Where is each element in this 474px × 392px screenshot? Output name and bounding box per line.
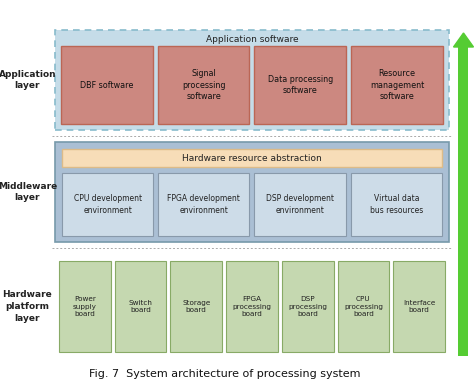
Text: FPGA development
environment: FPGA development environment [167,194,240,214]
Text: Application software: Application software [206,34,298,44]
Bar [226,261,278,352]
Text: Storage
board: Storage board [182,300,210,313]
Text: FPGA
processing
board: FPGA processing board [233,296,272,317]
Text: Interface
board: Interface board [403,300,435,313]
Bar [171,261,222,352]
Bar [458,45,468,356]
Text: DSP
processing
board: DSP processing board [288,296,327,317]
Text: Switch
board: Switch board [128,300,153,313]
Bar [62,149,442,167]
Text: Signal
processing
software: Signal processing software [182,69,225,101]
Bar [59,261,111,352]
Text: CPU development
environment: CPU development environment [73,194,142,214]
Bar [62,173,153,236]
Text: CPU
processing
board: CPU processing board [344,296,383,317]
Text: Fig. 7  System architecture of processing system: Fig. 7 System architecture of processing… [89,369,360,379]
Text: DSP development
environment: DSP development environment [266,194,334,214]
Bar [282,261,334,352]
Bar [158,46,249,124]
Bar [55,30,449,130]
Bar [255,46,346,124]
Bar [55,142,449,242]
Text: DBF software: DBF software [80,80,134,89]
Text: Power
supply
board: Power supply board [73,296,97,317]
Bar [158,173,249,236]
Bar [351,173,442,236]
Bar [393,261,445,352]
Polygon shape [454,33,474,47]
Text: Resource
management
software: Resource management software [370,69,424,101]
Text: Hardware
platform
layer: Hardware platform layer [3,290,52,323]
Bar [255,173,346,236]
Text: Data processing
software: Data processing software [268,75,333,95]
Bar [337,261,389,352]
Bar [351,46,443,124]
Text: Hardware resource abstraction: Hardware resource abstraction [182,154,322,163]
Bar [115,261,166,352]
Bar [61,46,153,124]
Text: Virtual data
bus resources: Virtual data bus resources [370,194,423,214]
Text: Application
layer: Application layer [0,70,56,91]
Text: Middleware
layer: Middleware layer [0,181,57,202]
